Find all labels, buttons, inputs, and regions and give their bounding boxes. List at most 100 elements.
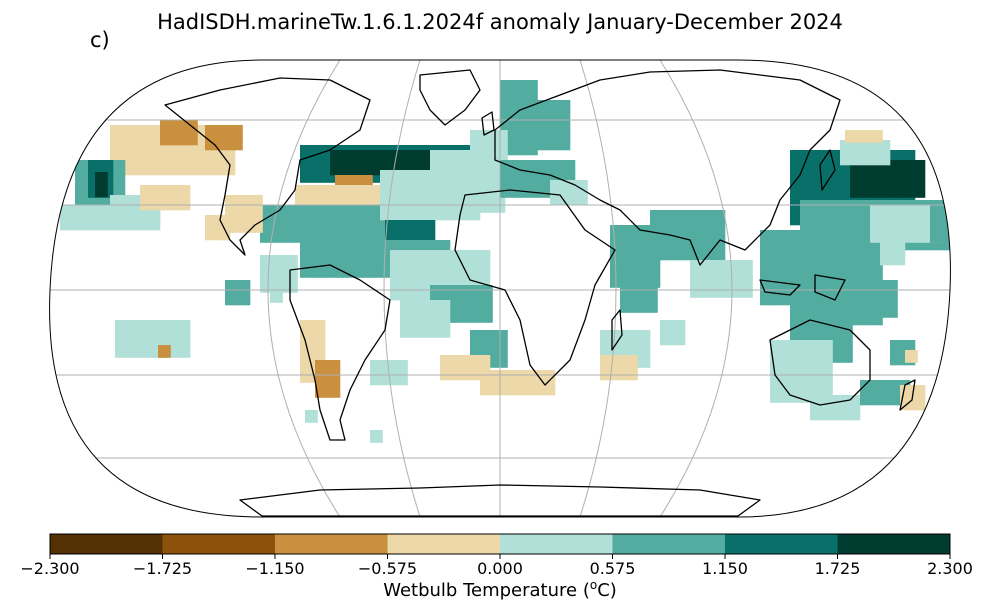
grid-cell (430, 200, 443, 213)
grid-cell (415, 262, 428, 276)
grid-cell (295, 185, 308, 198)
grid-cell (635, 237, 648, 251)
colorbar-tick-label: 0.575 (590, 559, 636, 578)
grid-cell (920, 205, 933, 218)
grid-cell (177, 332, 191, 346)
grid-cell (900, 185, 913, 198)
grid-cell (337, 240, 351, 253)
grid-cell (610, 262, 623, 276)
grid-cell (327, 385, 341, 398)
grid-cell (440, 262, 453, 276)
grid-cell (687, 222, 701, 236)
grid-cell (820, 340, 833, 353)
grid-cell (425, 312, 438, 326)
grid-cell (250, 207, 263, 221)
grid-cell (272, 267, 286, 281)
grid-cell (115, 345, 128, 358)
grid-cell (820, 262, 833, 276)
grid-cell (930, 230, 943, 243)
grid-cell (740, 285, 753, 298)
grid-cell (772, 292, 786, 306)
grid-cell (425, 300, 438, 313)
grid-cell (832, 262, 846, 276)
colorbar-box (162, 534, 276, 554)
grid-cell (785, 242, 798, 256)
grid-cell (412, 300, 426, 313)
grid-cell (902, 150, 916, 163)
grid-cell (330, 162, 343, 176)
grid-cell (315, 372, 328, 386)
grid-cell (812, 212, 826, 226)
grid-cell (122, 150, 136, 163)
grid-cell (650, 235, 663, 248)
grid-cell (390, 287, 403, 301)
grid-cell (112, 172, 126, 186)
grid-cell (895, 205, 908, 218)
grid-cell (437, 240, 451, 253)
grid-cell (250, 220, 263, 233)
grid-cell (482, 330, 496, 343)
grid-cell (382, 372, 396, 386)
grid-cell (442, 175, 456, 188)
grid-cell (790, 212, 803, 226)
grid-cell (525, 185, 538, 198)
grid-cell (727, 272, 741, 286)
grid-cell (165, 320, 178, 333)
colorbar-tick-label: −1.150 (245, 559, 304, 578)
colorbar-boxes (50, 534, 951, 554)
grid-cell (822, 230, 836, 243)
grid-cell (357, 185, 371, 198)
grid-cell (920, 217, 933, 231)
grid-cell (467, 175, 481, 188)
grid-cell (210, 162, 223, 176)
grid-cell (312, 157, 326, 171)
grid-cell (827, 325, 841, 338)
grid-cell (500, 185, 513, 198)
grid-cell (110, 137, 123, 151)
grid-cell (205, 227, 218, 241)
grid-cell (360, 230, 373, 243)
grid-cell (785, 267, 798, 281)
grid-cell (360, 175, 373, 188)
grid-cell (772, 242, 786, 256)
grid-cell (907, 230, 921, 243)
grid-cell (675, 210, 688, 223)
grid-cell (672, 332, 686, 346)
grid-cell (815, 187, 828, 201)
grid-cell (430, 150, 443, 163)
grid-cell (467, 310, 481, 323)
grid-cell (785, 230, 798, 243)
grid-cell (532, 125, 546, 138)
grid-cell (350, 252, 363, 266)
grid-cell (335, 217, 348, 231)
grid-cell (122, 207, 136, 221)
grid-cell (152, 320, 166, 333)
grid-cell (825, 200, 838, 213)
grid-cell (942, 230, 951, 243)
grid-cell (177, 197, 191, 211)
grid-cell (537, 172, 551, 186)
grid-cell (452, 355, 466, 368)
grid-cell (495, 142, 508, 156)
grid-cell (465, 262, 478, 276)
grid-cell (230, 125, 243, 138)
grid-cell (197, 150, 211, 163)
grid-cell (545, 100, 558, 113)
colorbar-box (50, 534, 163, 554)
grid-cell (760, 230, 773, 243)
colorbar-tick-label: −0.575 (358, 559, 417, 578)
grid-cell (715, 272, 728, 286)
grid-cell (100, 160, 114, 173)
coastline-path (899, 379, 916, 411)
grid-cell (477, 250, 491, 263)
grid-cell (870, 130, 883, 143)
grid-cell (177, 345, 191, 358)
grid-cell (660, 332, 673, 346)
grid-cell (632, 287, 646, 301)
grid-cell (845, 287, 858, 301)
grid-cell (840, 300, 853, 313)
grid-cell (837, 237, 851, 251)
grid-cell (760, 292, 773, 306)
grid-cell (397, 220, 411, 233)
grid-cell (122, 137, 136, 151)
